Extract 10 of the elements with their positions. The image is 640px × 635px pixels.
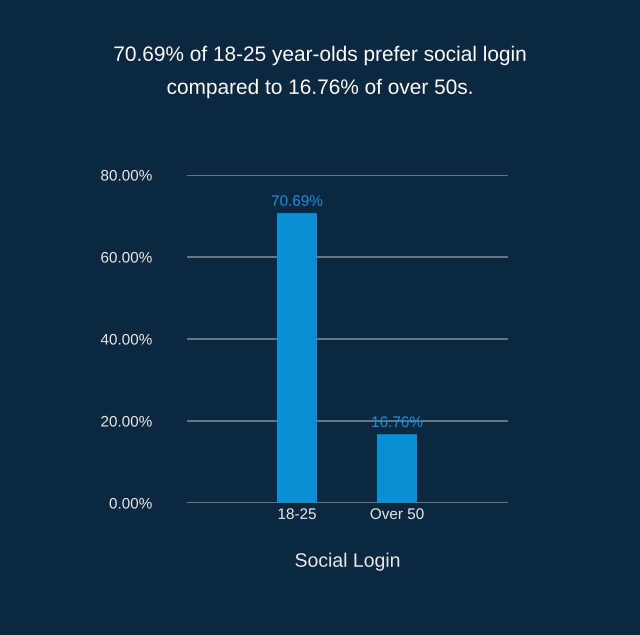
y-tick-label: 0.00% — [110, 498, 152, 509]
y-tick-label: 80.00% — [101, 170, 152, 181]
y-tick-label: 20.00% — [101, 416, 152, 427]
data-label: 70.69% — [272, 195, 322, 206]
x-tick-label: 18-25 — [278, 508, 316, 520]
x-axis-title: Social Login — [295, 552, 400, 571]
y-tick-label: 40.00% — [100, 334, 152, 345]
y-tick-label: 60.00% — [101, 252, 152, 263]
x-tick-label: Over 50 — [370, 508, 424, 520]
chart-title: 70.69% of 18-25 year-olds prefer social login compared to 16.76% of over 50s. — [114, 46, 526, 98]
